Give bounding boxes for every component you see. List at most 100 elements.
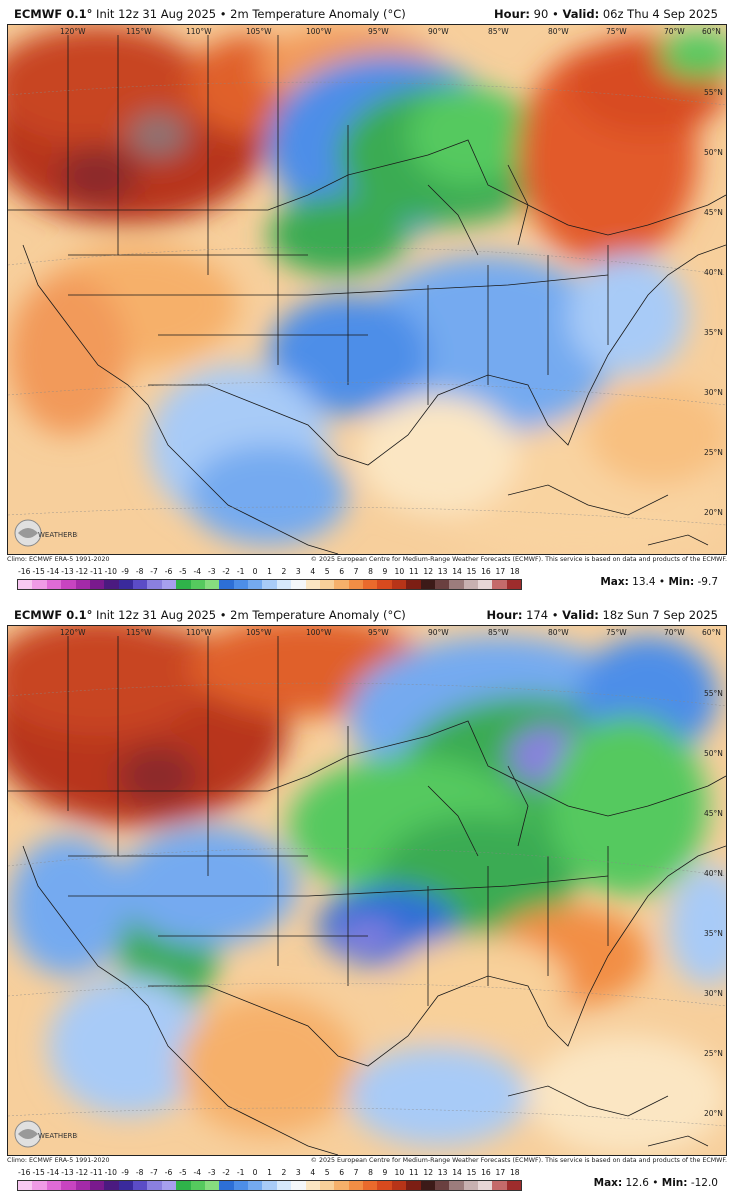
scale-tick-label: -4 [193, 567, 202, 576]
anomaly-map: 120°W 115°W 110°W 105°W 100°W 95°W 90°W … [7, 625, 727, 1156]
scale-swatch [219, 1181, 234, 1190]
lon-label: 75°W [606, 27, 627, 36]
map-graphic: 120°W 115°W 110°W 105°W 100°W 95°W 90°W … [8, 25, 726, 554]
weatherbell-logo: WEATHERBELL [12, 518, 78, 548]
climo-note: Climo: ECMWF ERA-5 1991-2020 [7, 1157, 110, 1164]
scale-swatch [434, 580, 450, 589]
scale-swatch [233, 1181, 248, 1190]
scale-swatch [262, 1181, 277, 1190]
scale-swatch [104, 580, 119, 589]
scale-tick-label: -16 [18, 567, 31, 576]
valid-time: Hour: 90 • Valid: 06z Thu 4 Sep 2025 [494, 7, 718, 21]
scale-swatch [420, 1181, 435, 1190]
scale-swatch [75, 580, 90, 589]
scale-swatch [262, 580, 277, 589]
scale-swatch [248, 1181, 263, 1190]
scale-tick-label: 3 [295, 567, 301, 576]
valid-time: Hour: 174 • Valid: 18z Sun 7 Sep 2025 [486, 608, 718, 622]
lat-label: 40°N [704, 869, 723, 878]
lon-label: 115°W [126, 27, 152, 36]
scale-swatch [118, 580, 133, 589]
lon-label: 80°W [548, 27, 569, 36]
lat-label: 25°N [704, 1049, 723, 1058]
scale-swatch [420, 580, 435, 589]
scale-tick-label: 14 [452, 567, 462, 576]
scale-swatch [506, 1181, 522, 1190]
scale-swatch [406, 1181, 421, 1190]
scale-swatch [377, 580, 392, 589]
scale-tick-label: 6 [339, 567, 345, 576]
lat-label: 55°N [704, 689, 723, 698]
scale-swatch [161, 580, 177, 589]
scale-tick-label: -7 [150, 1168, 158, 1177]
scale-swatch [118, 1181, 133, 1190]
lat-label: 45°N [704, 208, 723, 217]
scale-swatch [147, 1181, 162, 1190]
scale-tick-label: -5 [179, 1168, 187, 1177]
scale-swatch [190, 1181, 205, 1190]
color-scale: -16 -15 -14 -13 -12 -11 -10 -9 -8 -7 -6 -5 -4 -3 -2 -1 0… [17, 567, 522, 593]
lon-label: 95°W [368, 628, 389, 637]
scale-ticks: -16 -15 -14 -13 -12 -11 -10 -9 -8 -7 -6 -5 -4 -3 -2 -1 0… [17, 567, 522, 578]
scale-swatch [133, 580, 148, 589]
lon-label: 105°W [246, 628, 272, 637]
scale-tick-label: 10 [394, 1168, 405, 1177]
lat-label: 30°N [704, 388, 723, 397]
lat-label: 50°N [704, 749, 723, 758]
lat-label: 35°N [704, 328, 723, 337]
color-scale: -16 -15 -14 -13 -12 -11 -10 -9 -8 -7 -6 -5 -4 -3 -2 -1 0… [17, 1168, 522, 1194]
scale-tick-label: 13 [437, 1168, 448, 1177]
map-graphic: 120°W 115°W 110°W 105°W 100°W 95°W 90°W … [8, 626, 726, 1155]
scale-tick-label: 12 [423, 1168, 434, 1177]
scale-tick-label: -14 [46, 1168, 60, 1177]
scale-tick-label: -7 [150, 567, 158, 576]
scale-tick-label: 11 [408, 1168, 419, 1177]
lon-label: 105°W [246, 27, 272, 36]
panel-title: ECMWF 0.1° Init 12z 31 Aug 2025 • 2m Tem… [14, 608, 406, 622]
scale-swatch [32, 1181, 47, 1190]
lon-label: 110°W [186, 628, 212, 637]
scale-swatch [190, 580, 205, 589]
lon-label: 85°W [488, 628, 509, 637]
scale-tick-label: -13 [61, 1168, 74, 1177]
map-panel-2: ECMWF 0.1° Init 12z 31 Aug 2025 • 2m Tem… [0, 601, 730, 1197]
climo-note: Climo: ECMWF ERA-5 1991-2020 [7, 556, 110, 563]
scale-swatch [334, 1181, 349, 1190]
scale-tick-label: 16 [481, 1168, 491, 1177]
scale-tick-label: -10 [104, 1168, 117, 1177]
scale-swatch [291, 1181, 306, 1190]
scale-swatch [248, 580, 263, 589]
scale-tick-label: 3 [295, 1168, 301, 1177]
lon-label: 120°W [60, 628, 86, 637]
scale-tick-label: -8 [135, 1168, 144, 1177]
scale-tick-label: -8 [135, 567, 144, 576]
scale-tick-label: 17 [495, 1168, 506, 1177]
lon-label: 75°W [606, 628, 627, 637]
scale-tick-label: 12 [423, 567, 434, 576]
scale-bar [17, 1180, 522, 1191]
scale-tick-label: 5 [324, 567, 330, 576]
lon-label: 100°W [306, 628, 332, 637]
scale-swatch [449, 580, 464, 589]
scale-swatch [305, 1181, 320, 1190]
logo-text: WEATHERBELL [38, 1132, 78, 1140]
scale-swatch [463, 1181, 478, 1190]
scale-tick-label: -1 [236, 567, 245, 576]
scale-tick-label: -6 [164, 567, 173, 576]
scale-tick-label: 7 [353, 1168, 359, 1177]
scale-tick-label: -11 [90, 567, 103, 576]
scale-swatch [363, 1181, 378, 1190]
lat-label: 30°N [704, 989, 723, 998]
scale-tick-label: -3 [207, 567, 216, 576]
scale-tick-label: -12 [75, 567, 89, 576]
scale-tick-label: 8 [368, 567, 373, 576]
scale-swatch [276, 1181, 292, 1190]
scale-swatch [478, 1181, 493, 1190]
scale-tick-label: 15 [466, 1168, 477, 1177]
scale-tick-label: -15 [32, 1168, 45, 1177]
scale-tick-label: 13 [437, 567, 448, 576]
scale-tick-label: 7 [353, 567, 359, 576]
scale-swatch [147, 580, 162, 589]
scale-swatch [18, 1181, 33, 1190]
scale-swatch [291, 580, 306, 589]
